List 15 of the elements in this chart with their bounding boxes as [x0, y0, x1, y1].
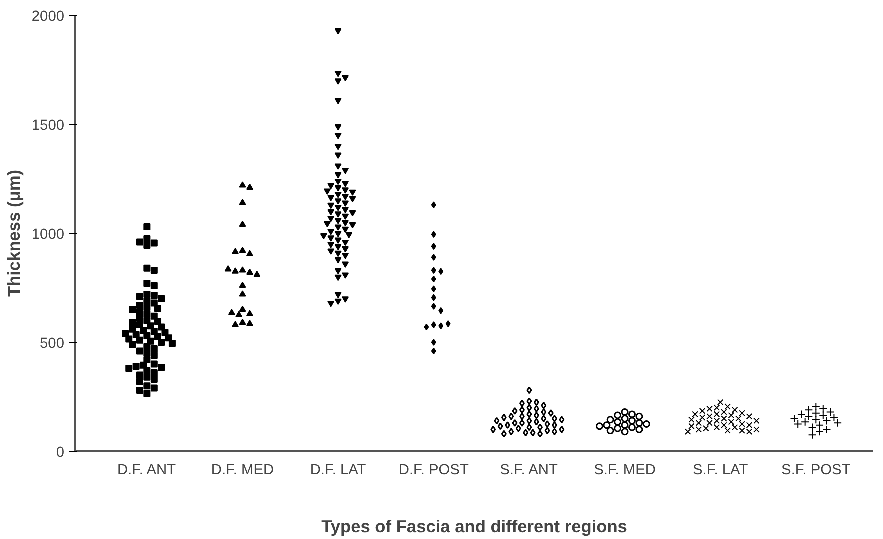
y-tick-label: 1500	[32, 118, 65, 134]
x-tick-label: D.F. ANT	[117, 462, 176, 478]
x-tick-label: D.F. MED	[211, 462, 274, 478]
y-tick-label: 500	[40, 336, 65, 352]
y-axis-title: Thickness (μm)	[4, 170, 24, 298]
y-tick-label: 2000	[32, 9, 65, 25]
x-tick-label: D.F. POST	[398, 462, 469, 478]
y-tick-label: 0	[56, 445, 65, 461]
y-tick-label: 1000	[32, 227, 65, 243]
x-tick-label: S.F. POST	[782, 462, 851, 478]
x-tick-label: S.F. MED	[594, 462, 656, 478]
x-tick-label: D.F. LAT	[310, 462, 366, 478]
x-axis-title: Types of Fascia and different regions	[322, 516, 628, 536]
x-tick-label: S.F. ANT	[500, 462, 558, 478]
x-tick-label: S.F. LAT	[693, 462, 748, 478]
